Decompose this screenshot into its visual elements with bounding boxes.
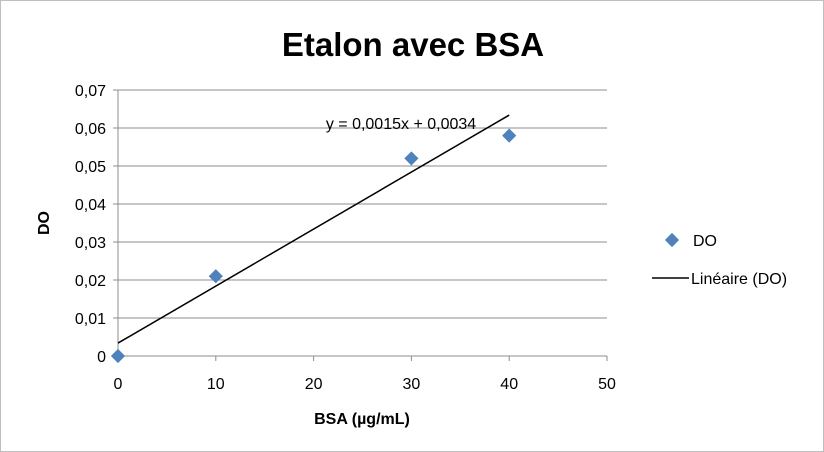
data-points [110,128,517,364]
trendline-equation: y = 0,0015x + 0,0034 [326,116,476,133]
x-tick-label: 30 [403,376,421,393]
y-tick-labels: 0 0,01 0,02 0,03 0,04 0,05 0,06 0,07 [75,83,118,366]
x-tick-label: 0 [114,376,123,393]
data-point [208,269,223,284]
x-tick-label: 40 [500,376,518,393]
legend-label-trendline: Linéaire (DO) [691,271,787,288]
data-point [404,151,419,166]
data-point [502,128,517,143]
y-tick-label: 0,06 [75,121,106,138]
y-tick-label: 0,01 [75,311,106,328]
legend: DO Linéaire (DO) [652,232,787,288]
legend-marker-do [664,232,680,248]
x-tick-labels: 0 10 20 30 40 50 [114,356,616,393]
data-point [110,348,126,364]
x-axis-label: BSA (µg/mL) [314,411,410,428]
y-tick-label: 0 [97,349,106,366]
y-tick-label: 0,05 [75,159,106,176]
y-tick-label: 0,02 [75,273,106,290]
grid-lines [118,89,607,319]
y-axis-label: DO [36,211,53,235]
y-tick-label: 0,03 [75,235,106,252]
chart-title: Etalon avec BSA [282,26,544,63]
axes [117,90,607,357]
trendline [117,114,510,344]
x-tick-label: 50 [598,376,616,393]
x-tick-label: 10 [207,376,225,393]
legend-label-do: DO [693,233,717,250]
y-tick-label: 0,07 [75,83,106,100]
x-tick-label: 20 [305,376,323,393]
y-tick-label: 0,04 [75,197,106,214]
